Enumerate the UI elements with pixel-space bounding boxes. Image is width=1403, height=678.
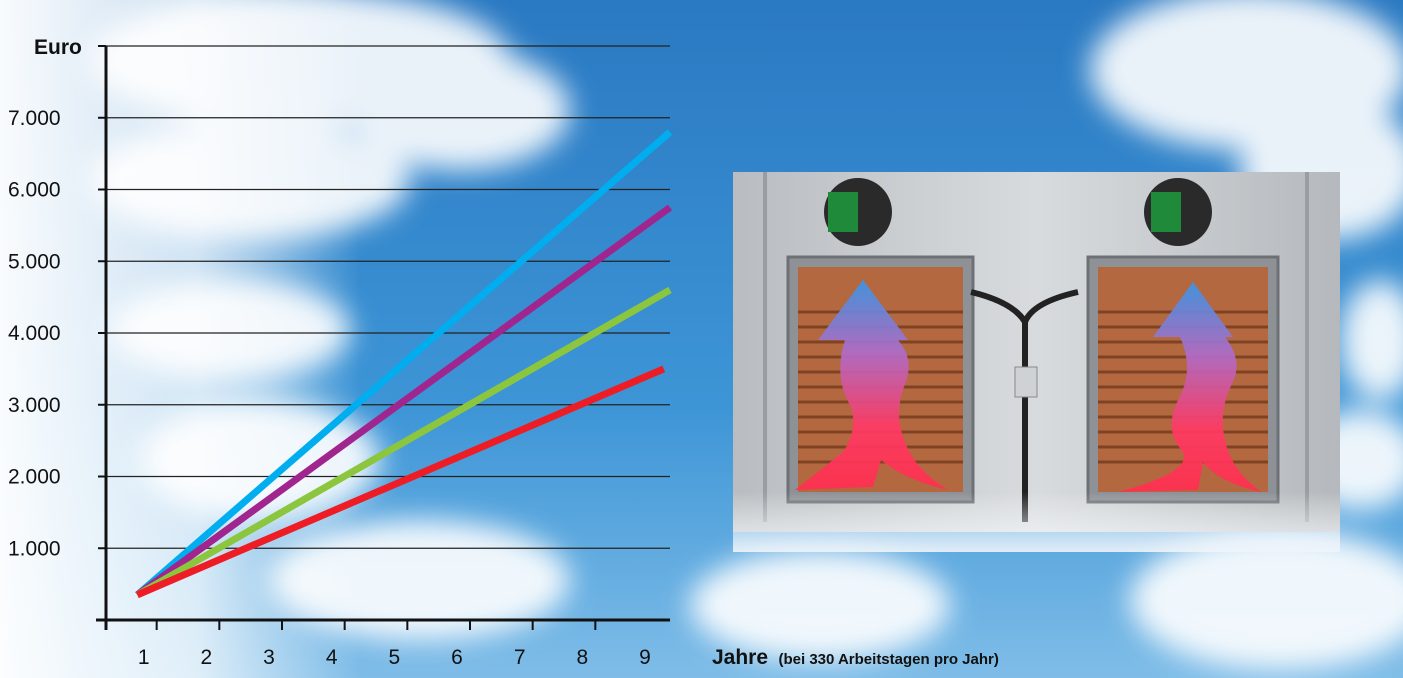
y-tick-label: 3.000 [8, 394, 61, 417]
x-tick-label: 4 [326, 646, 338, 669]
series-line [135, 365, 666, 599]
y-tick-label: 6.000 [8, 179, 61, 202]
x-tick-label: 7 [514, 646, 526, 669]
x-axis-title-wrap: Jahre (bei 330 Arbeitstagen pro Jahr) [712, 646, 999, 669]
x-tick-label: 9 [639, 646, 651, 669]
y-axis: 1.000 2.000 3.000 4.000 5.000 6.000 7.000 [8, 45, 108, 630]
x-axis: 1 2 3 4 5 6 7 8 9 [96, 618, 670, 669]
airflow-arrow-icon [795, 280, 948, 490]
series-line [135, 286, 672, 598]
x-tick-label: 6 [451, 646, 463, 669]
pipe-connector [970, 289, 1079, 522]
y-axis-title: Euro [34, 36, 82, 59]
x-axis-title: Jahre [712, 646, 768, 669]
x-tick-label: 3 [263, 646, 275, 669]
series-line [135, 129, 673, 598]
x-tick-label: 2 [200, 646, 212, 669]
left-unit [763, 172, 975, 522]
x-tick-label: 5 [388, 646, 400, 669]
x-axis-note: (bei 330 Arbeitstagen pro Jahr) [779, 651, 999, 668]
grid-lines [106, 45, 670, 549]
data-series [135, 129, 673, 599]
y-tick-label: 4.000 [8, 322, 61, 345]
y-tick-label: 5.000 [8, 250, 61, 273]
heat-exchanger-illustration [733, 172, 1340, 552]
airflow-arrow-icon [1118, 282, 1261, 492]
right-unit [1086, 172, 1309, 522]
x-tick-label: 1 [138, 646, 150, 669]
series-line [135, 204, 673, 598]
x-tick-label: 8 [576, 646, 588, 669]
y-tick-label: 7.000 [8, 107, 61, 130]
y-tick-label: 1.000 [8, 537, 61, 560]
y-tick-label: 2.000 [8, 466, 61, 489]
